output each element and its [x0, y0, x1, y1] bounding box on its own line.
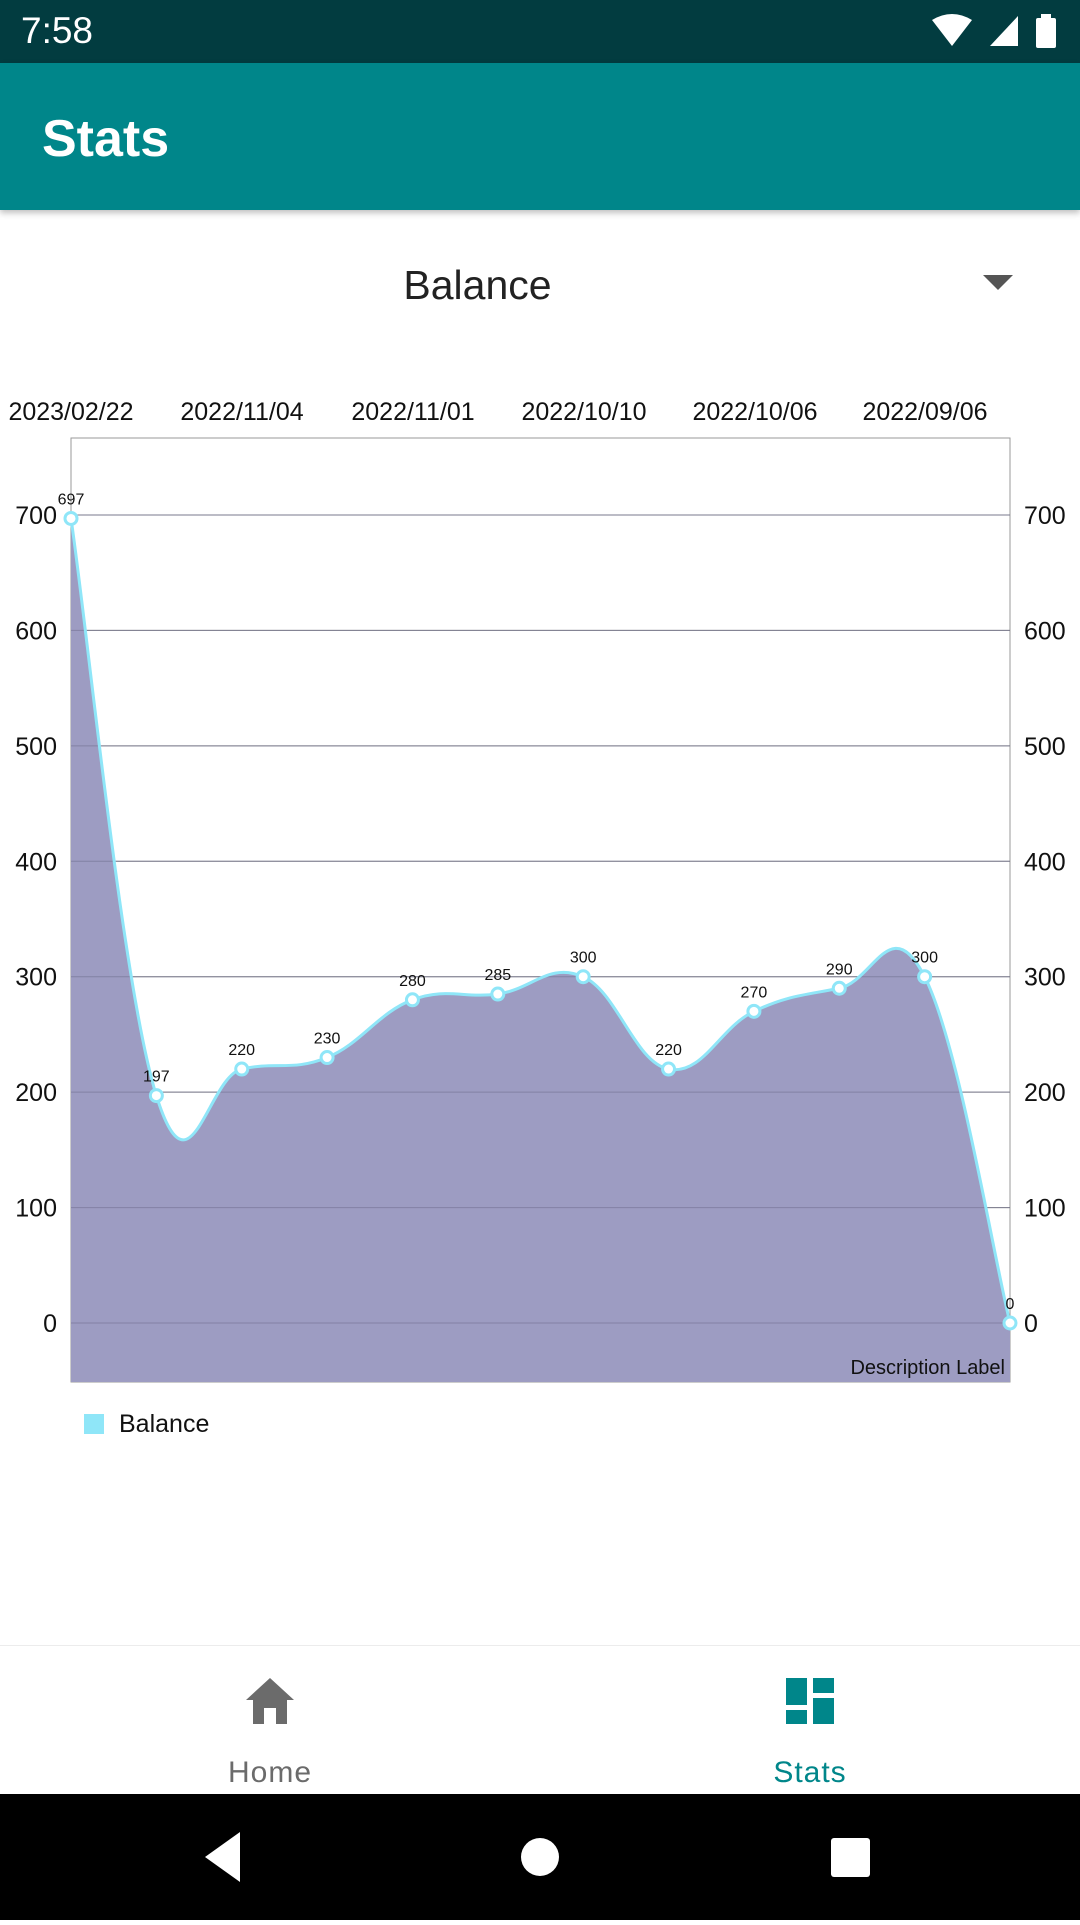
data-point: [746, 1003, 762, 1019]
y-tick-label-left: 0: [43, 1310, 57, 1338]
x-tick-label: 2023/02/22: [8, 398, 133, 426]
y-tick-label-left: 100: [15, 1195, 57, 1223]
status-icons: [932, 14, 1056, 48]
data-label: 300: [911, 950, 938, 967]
y-tick-label-left: 400: [15, 848, 57, 876]
recents-button[interactable]: [831, 1838, 870, 1877]
data-point: [490, 986, 506, 1002]
y-tick-label-right: 0: [1024, 1310, 1038, 1338]
y-tick-label-right: 500: [1024, 733, 1066, 761]
nav-item-stats[interactable]: Stats: [540, 1646, 1080, 1795]
y-tick-label-left: 300: [15, 964, 57, 992]
y-tick-label-right: 700: [1024, 502, 1066, 530]
nav-label-home: Home: [227, 1756, 313, 1789]
x-tick-label: 2022/09/06: [862, 398, 987, 426]
system-nav-icons: [205, 1832, 870, 1882]
y-tick-label-left: 200: [15, 1079, 57, 1107]
data-label: 270: [741, 984, 768, 1001]
data-point: [917, 969, 933, 985]
home-button[interactable]: [521, 1838, 559, 1876]
y-tick-label-left: 600: [15, 617, 57, 645]
app-bar: Stats: [0, 63, 1080, 210]
data-label: 280: [399, 973, 426, 990]
dropdown-selected-value: Balance: [403, 262, 552, 308]
chart-type-dropdown[interactable]: Balance: [0, 240, 1080, 330]
page-title: Stats: [42, 110, 170, 168]
data-point: [1002, 1315, 1018, 1331]
data-label: 0: [1006, 1296, 1015, 1313]
x-tick-label: 2022/10/06: [692, 398, 817, 426]
data-label: 697: [58, 491, 85, 508]
data-point: [63, 510, 79, 526]
data-label: 220: [228, 1042, 255, 1059]
nav-item-home[interactable]: Home: [0, 1646, 540, 1795]
y-tick-label-right: 600: [1024, 617, 1066, 645]
data-point: [319, 1050, 335, 1066]
data-point: [661, 1061, 677, 1077]
data-label: 220: [655, 1042, 682, 1059]
data-label: 300: [570, 950, 597, 967]
status-bar: 7:58: [0, 0, 1080, 63]
x-tick-label: 2022/11/01: [351, 398, 474, 426]
battery-icon: [1036, 14, 1056, 48]
nav-label-stats: Stats: [773, 1756, 847, 1789]
data-label: 290: [826, 961, 853, 978]
y-tick-label-right: 400: [1024, 848, 1066, 876]
data-label: 230: [314, 1031, 341, 1048]
y-tick-label-right: 300: [1024, 964, 1066, 992]
y-tick-label-left: 500: [15, 733, 57, 761]
data-label: 197: [143, 1069, 170, 1086]
data-point: [234, 1061, 250, 1077]
x-tick-label: 2022/10/10: [521, 398, 646, 426]
y-tick-label-right: 100: [1024, 1195, 1066, 1223]
system-navigation-bar: [0, 1794, 1080, 1920]
bottom-navigation: Home Stats: [0, 1645, 1080, 1795]
data-point: [148, 1088, 164, 1104]
chart-description-label: Description Label: [850, 1357, 1005, 1379]
back-button[interactable]: [205, 1832, 240, 1882]
y-tick-label-right: 200: [1024, 1079, 1066, 1107]
balance-series-line: [69, 518, 1012, 1324]
home-icon: [246, 1678, 294, 1724]
y-tick-label-left: 700: [15, 502, 57, 530]
data-point: [404, 992, 420, 1008]
status-time: 7:58: [21, 10, 94, 51]
data-point: [831, 980, 847, 996]
balance-area-fill: [71, 518, 1010, 1382]
x-tick-label: 2022/11/04: [180, 398, 303, 426]
data-point: [575, 969, 591, 985]
dashboard-icon: [786, 1678, 834, 1724]
wifi-icon: [932, 14, 972, 46]
signal-icon: [990, 16, 1018, 46]
legend-label: Balance: [119, 1410, 210, 1438]
chevron-down-icon[interactable]: [983, 275, 1013, 291]
legend-swatch: [84, 1414, 104, 1434]
data-label: 285: [484, 967, 511, 984]
